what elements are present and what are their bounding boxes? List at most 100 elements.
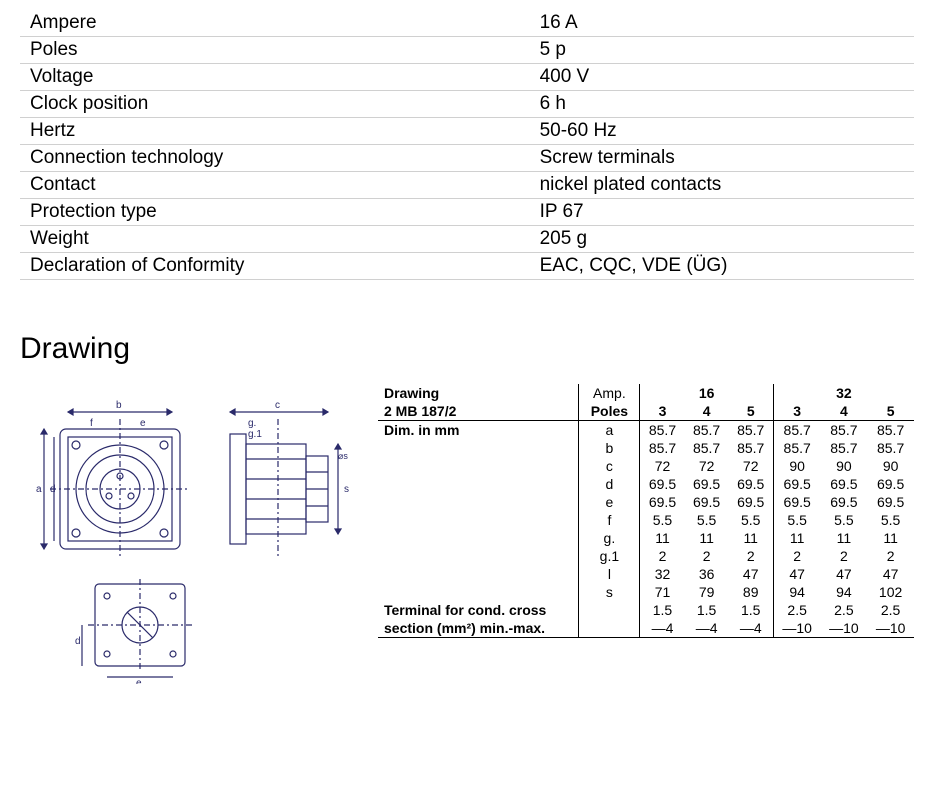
spec-value: 50-60 Hz	[530, 118, 914, 145]
terminal-value: 1.5	[685, 601, 729, 619]
dim-value: 85.7	[773, 421, 820, 440]
dim-value: 72	[685, 457, 729, 475]
dim-unit-label	[378, 493, 579, 511]
dim-unit-label	[378, 565, 579, 583]
dim-value: 69.5	[773, 475, 820, 493]
spec-label: Connection technology	[20, 145, 530, 172]
terminal-value: —4	[685, 619, 729, 638]
dim-value: 94	[821, 583, 868, 601]
spec-value: EAC, CQC, VDE (ÜG)	[530, 253, 914, 280]
dim-value: 2	[729, 547, 774, 565]
poles-5: 5	[867, 402, 914, 421]
terminal-value: —10	[821, 619, 868, 638]
dim-value: 11	[867, 529, 914, 547]
dim-value: 85.7	[640, 439, 685, 457]
spec-row: Hertz50-60 Hz	[20, 118, 914, 145]
dim-value: 69.5	[640, 475, 685, 493]
dim-key: f	[579, 511, 640, 529]
terminal-value: 1.5	[729, 601, 774, 619]
dim-value: 5.5	[867, 511, 914, 529]
terminal-value: —4	[640, 619, 685, 638]
amp-32: 32	[773, 384, 914, 402]
spec-label: Poles	[20, 37, 530, 64]
spec-row: Clock position6 h	[20, 91, 914, 118]
dim-row: g.1222222	[378, 547, 914, 565]
poles-label: Poles	[579, 402, 640, 421]
dim-value: 85.7	[773, 439, 820, 457]
terminal-value: —10	[773, 619, 820, 638]
dim-value: 5.5	[821, 511, 868, 529]
dim-value: 94	[773, 583, 820, 601]
dim-unit-label	[378, 529, 579, 547]
dim-row: e69.569.569.569.569.569.5	[378, 493, 914, 511]
terminal-value: 2.5	[773, 601, 820, 619]
dim-value: 69.5	[867, 493, 914, 511]
poles-2: 5	[729, 402, 774, 421]
spec-row: Ampere16 A	[20, 10, 914, 37]
svg-text:f: f	[90, 418, 93, 429]
dim-value: 69.5	[685, 475, 729, 493]
dim-value: 85.7	[867, 421, 914, 440]
dim-value: 69.5	[640, 493, 685, 511]
dim-value: 69.5	[729, 475, 774, 493]
dim-row: f5.55.55.55.55.55.5	[378, 511, 914, 529]
dim-row: g.111111111111	[378, 529, 914, 547]
terminal-label: Terminal for cond. cross	[378, 601, 579, 619]
spec-value: IP 67	[530, 199, 914, 226]
poles-0: 3	[640, 402, 685, 421]
terminal-row: section (mm²) min.-max.—4—4—4—10—10—10	[378, 619, 914, 638]
amp-label: Amp.	[579, 384, 640, 402]
dim-value: 69.5	[773, 493, 820, 511]
dim-value: 2	[821, 547, 868, 565]
dim-unit-label	[378, 457, 579, 475]
spec-label: Hertz	[20, 118, 530, 145]
dim-value: 47	[821, 565, 868, 583]
dim-value: 89	[729, 583, 774, 601]
dim-row: b85.785.785.785.785.785.7	[378, 439, 914, 457]
dim-value: 11	[821, 529, 868, 547]
amp-16: 16	[640, 384, 773, 402]
dim-value: 90	[821, 457, 868, 475]
terminal-key	[579, 619, 640, 638]
technical-drawing: b c a d s f e g. g.1 d e ⌀s	[20, 384, 350, 684]
terminal-key	[579, 601, 640, 619]
svg-text:⌀s: ⌀s	[338, 451, 348, 461]
dim-value: 85.7	[867, 439, 914, 457]
dim-value: 5.5	[729, 511, 774, 529]
spec-value: 6 h	[530, 91, 914, 118]
dim-key: e	[579, 493, 640, 511]
dim-value: 11	[773, 529, 820, 547]
dim-row: d69.569.569.569.569.569.5	[378, 475, 914, 493]
terminal-value: 2.5	[821, 601, 868, 619]
svg-text:d: d	[50, 484, 56, 495]
drawing-svg: b c a d s f e g. g.1 d e ⌀s	[20, 384, 350, 684]
dim-key: a	[579, 421, 640, 440]
spec-label: Weight	[20, 226, 530, 253]
dim-value: 69.5	[729, 493, 774, 511]
dim-value: 90	[867, 457, 914, 475]
dim-row: l323647474747	[378, 565, 914, 583]
dim-value: 72	[729, 457, 774, 475]
spec-table: Ampere16 APoles5 pVoltage400 VClock posi…	[20, 10, 914, 280]
spec-label: Ampere	[20, 10, 530, 37]
dim-value: 72	[640, 457, 685, 475]
terminal-value: —4	[729, 619, 774, 638]
dim-value: 32	[640, 565, 685, 583]
dim-value: 85.7	[821, 421, 868, 440]
spec-row: Connection technologyScrew terminals	[20, 145, 914, 172]
dim-value: 79	[685, 583, 729, 601]
spec-row: Weight205 g	[20, 226, 914, 253]
dim-value: 2	[685, 547, 729, 565]
dim-unit-label	[378, 511, 579, 529]
spec-value: 16 A	[530, 10, 914, 37]
spec-label: Clock position	[20, 91, 530, 118]
dim-key: b	[579, 439, 640, 457]
spec-value: 400 V	[530, 64, 914, 91]
spec-row: Poles5 p	[20, 37, 914, 64]
dim-value: 85.7	[685, 421, 729, 440]
spec-value: 205 g	[530, 226, 914, 253]
svg-text:g.: g.	[248, 418, 256, 429]
terminal-value: 1.5	[640, 601, 685, 619]
terminal-value: —10	[867, 619, 914, 638]
dim-key: l	[579, 565, 640, 583]
